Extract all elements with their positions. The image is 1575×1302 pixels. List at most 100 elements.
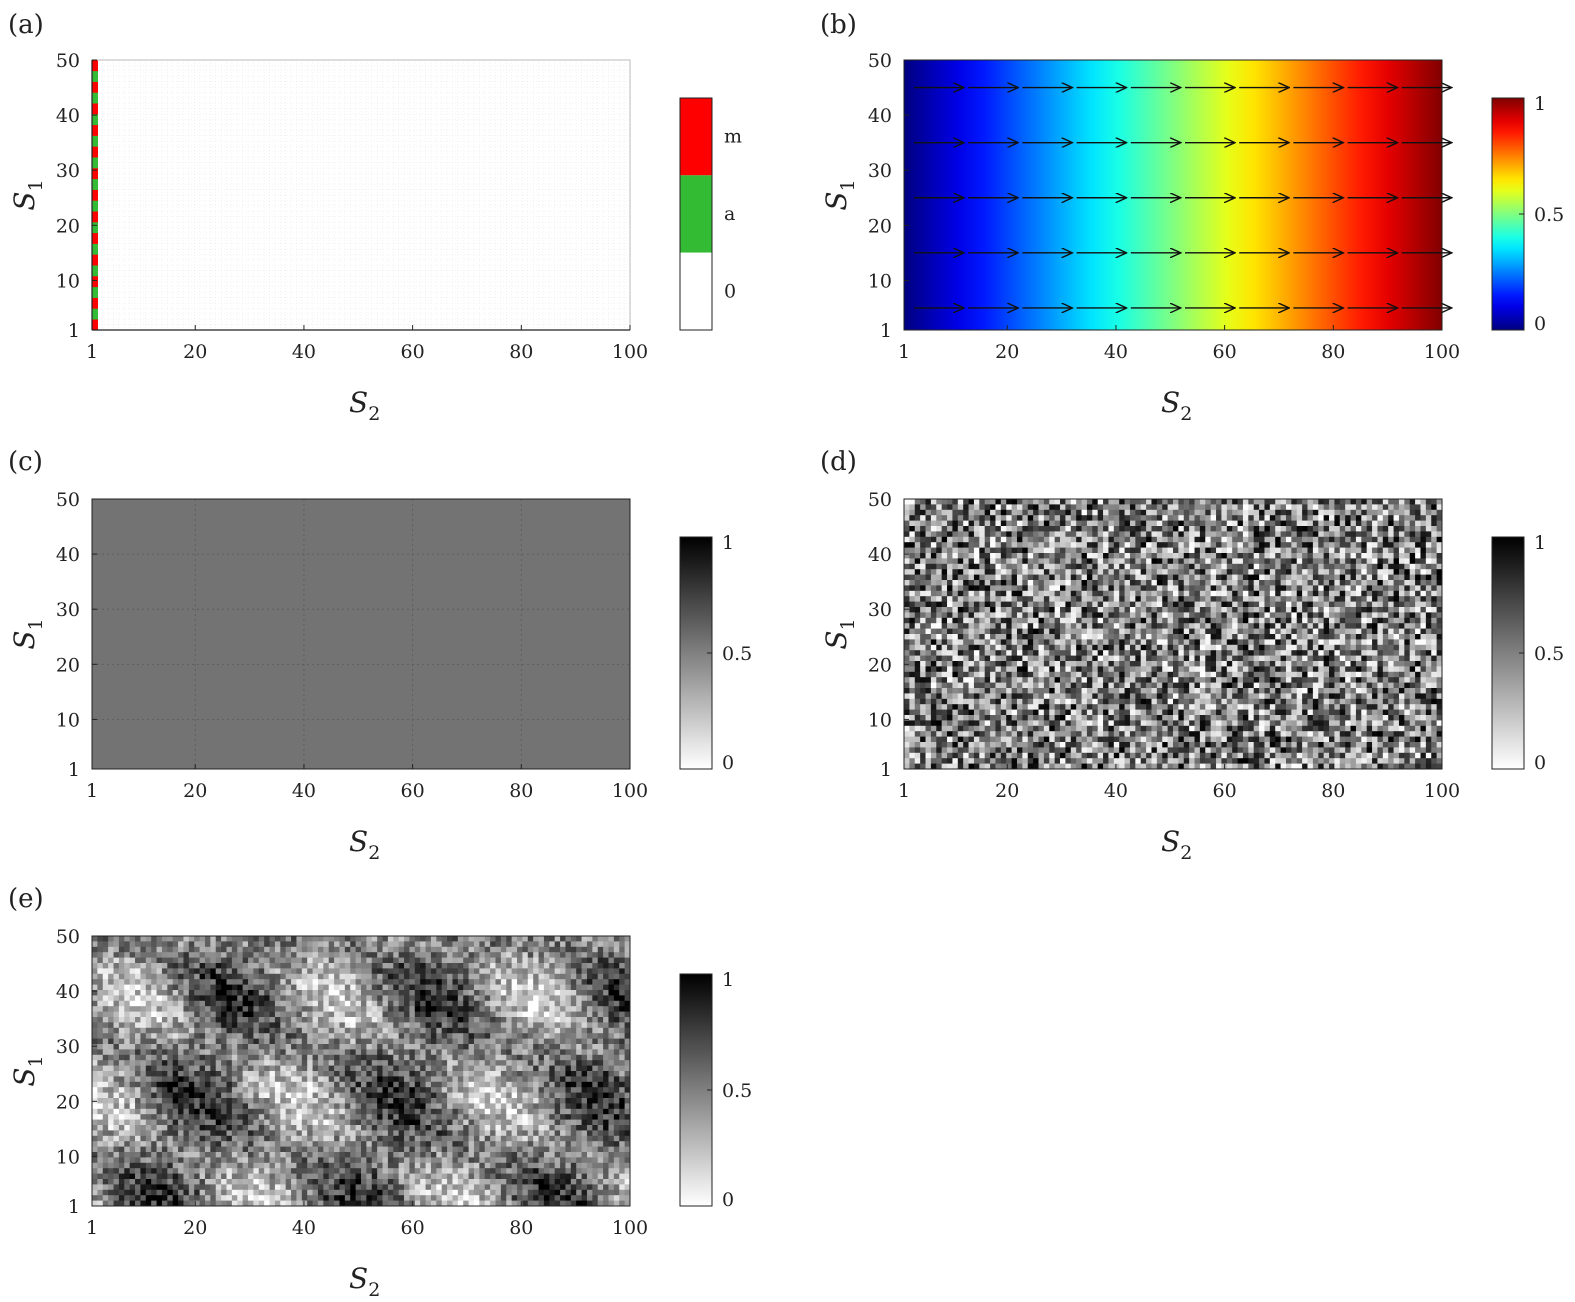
cell-state — [92, 292, 98, 298]
colorbar-a: m a 0 — [679, 97, 742, 331]
y-tick-label: 30 — [56, 1036, 80, 1058]
colorbar-tick-label: 1 — [722, 532, 734, 554]
arrow-field — [914, 88, 1452, 308]
y-tick-label: 30 — [868, 599, 892, 621]
colorbar-tick-label: 1 — [722, 969, 734, 991]
x-tick-label: 80 — [509, 780, 533, 802]
colorbar-label: 0 — [724, 280, 736, 302]
colorbar-tick-label: 0.5 — [722, 643, 752, 665]
x-tick-label: 20 — [183, 1217, 207, 1239]
plot-area-b — [904, 60, 1452, 330]
panel-letter-a: (a) — [8, 10, 44, 40]
y-tick-label: 10 — [868, 270, 892, 292]
cell-state — [92, 81, 98, 88]
x-tick-label: 80 — [509, 341, 533, 363]
cell-state — [92, 108, 98, 115]
x-axis-title: S2 — [1161, 825, 1192, 864]
cell-state — [92, 205, 98, 212]
colorbar-tick-label: 0 — [722, 1189, 734, 1211]
x-axis-title: S2 — [349, 825, 380, 864]
panel-letter-b: (b) — [820, 10, 857, 40]
cell-state — [92, 141, 98, 147]
cell-state — [92, 168, 98, 174]
y-tick-label: 1 — [880, 759, 892, 781]
colorbar-b: 00.51 — [1491, 93, 1564, 335]
cell-state — [92, 189, 98, 196]
cell-state — [92, 200, 98, 207]
cell-state — [92, 162, 98, 169]
x-tick-label: 40 — [1104, 780, 1128, 802]
colorbar-tick-label: 1 — [1534, 532, 1546, 554]
plot-frame-d — [903, 498, 1443, 770]
cell-state — [92, 157, 98, 163]
y-tick-label: 20 — [868, 215, 892, 237]
x-tick-label: 80 — [509, 1217, 533, 1239]
x-axis-title: S2 — [349, 1262, 380, 1301]
y-tick-label: 50 — [56, 50, 80, 72]
plot-frame-b — [903, 59, 1443, 331]
plot-area-e — [92, 936, 631, 1207]
y-tick-label: 20 — [56, 1091, 80, 1113]
cell-state — [92, 97, 98, 104]
cell-state — [92, 65, 98, 72]
cell-state — [92, 87, 98, 93]
x-tick-label: 1 — [898, 341, 910, 363]
colorbar-tick-label: 0 — [1534, 313, 1546, 335]
x-tick-label: 1 — [86, 1217, 98, 1239]
cell-state — [92, 313, 98, 320]
panel-letter-c: (c) — [8, 447, 43, 477]
cell-state — [92, 103, 98, 109]
cell-state — [92, 173, 98, 180]
cell-state — [92, 281, 98, 288]
x-tick-label: 20 — [995, 341, 1019, 363]
x-tick-label: 20 — [183, 341, 207, 363]
x-tick-label: 20 — [995, 780, 1019, 802]
cell-state — [92, 70, 98, 77]
y-tick-label: 50 — [56, 489, 80, 511]
plot-frame-e — [91, 935, 631, 1207]
y-tick-label: 50 — [868, 50, 892, 72]
cell-state — [92, 114, 98, 120]
x-axis-title: S2 — [1161, 386, 1192, 425]
cell-state — [92, 216, 98, 223]
x-tick-label: 20 — [183, 780, 207, 802]
y-tick-label: 20 — [56, 654, 80, 676]
y-tick-label: 40 — [56, 981, 80, 1003]
cell-state — [92, 297, 98, 304]
x-axis-title: S2 — [349, 386, 380, 425]
cell-state — [92, 135, 98, 142]
colorbar-c: 00.51 — [679, 532, 752, 774]
x-tick-label: 100 — [1424, 780, 1460, 802]
cell-state — [92, 249, 98, 255]
cell-state — [92, 146, 98, 153]
y-axis-title: S1 — [8, 1055, 47, 1086]
x-tick-label: 1 — [86, 341, 98, 363]
cell-state — [92, 243, 98, 250]
cell-state — [92, 178, 98, 185]
y-tick-label: 50 — [868, 489, 892, 511]
colorbar-segment — [680, 252, 712, 330]
panel-a: (a) 1 20 40 60 80 100 1 10 20 30 40 50 S2 S1 m a 0 — [8, 10, 742, 425]
x-tick-label: 60 — [401, 341, 425, 363]
cell-state — [92, 130, 98, 136]
colorbar-e: 00.51 — [679, 969, 752, 1211]
cell-state — [92, 211, 98, 217]
y-tick-label: 1 — [68, 759, 80, 781]
cell-state — [92, 276, 98, 282]
y-tick-label: 40 — [56, 105, 80, 127]
x-tick-label: 40 — [1104, 341, 1128, 363]
y-axis-title: S1 — [8, 618, 47, 649]
x-tick-label: 100 — [612, 780, 648, 802]
colorbar-segment — [680, 175, 712, 253]
cell-state — [92, 270, 98, 277]
y-tick-label: 40 — [868, 544, 892, 566]
panel-letter-e: (e) — [8, 884, 44, 914]
y-tick-label: 30 — [56, 599, 80, 621]
x-tick-label: 60 — [401, 1217, 425, 1239]
y-axis-title: S1 — [8, 179, 47, 210]
colorbar-tick-label: 0 — [1534, 752, 1546, 774]
colorbar-segment — [680, 98, 712, 176]
